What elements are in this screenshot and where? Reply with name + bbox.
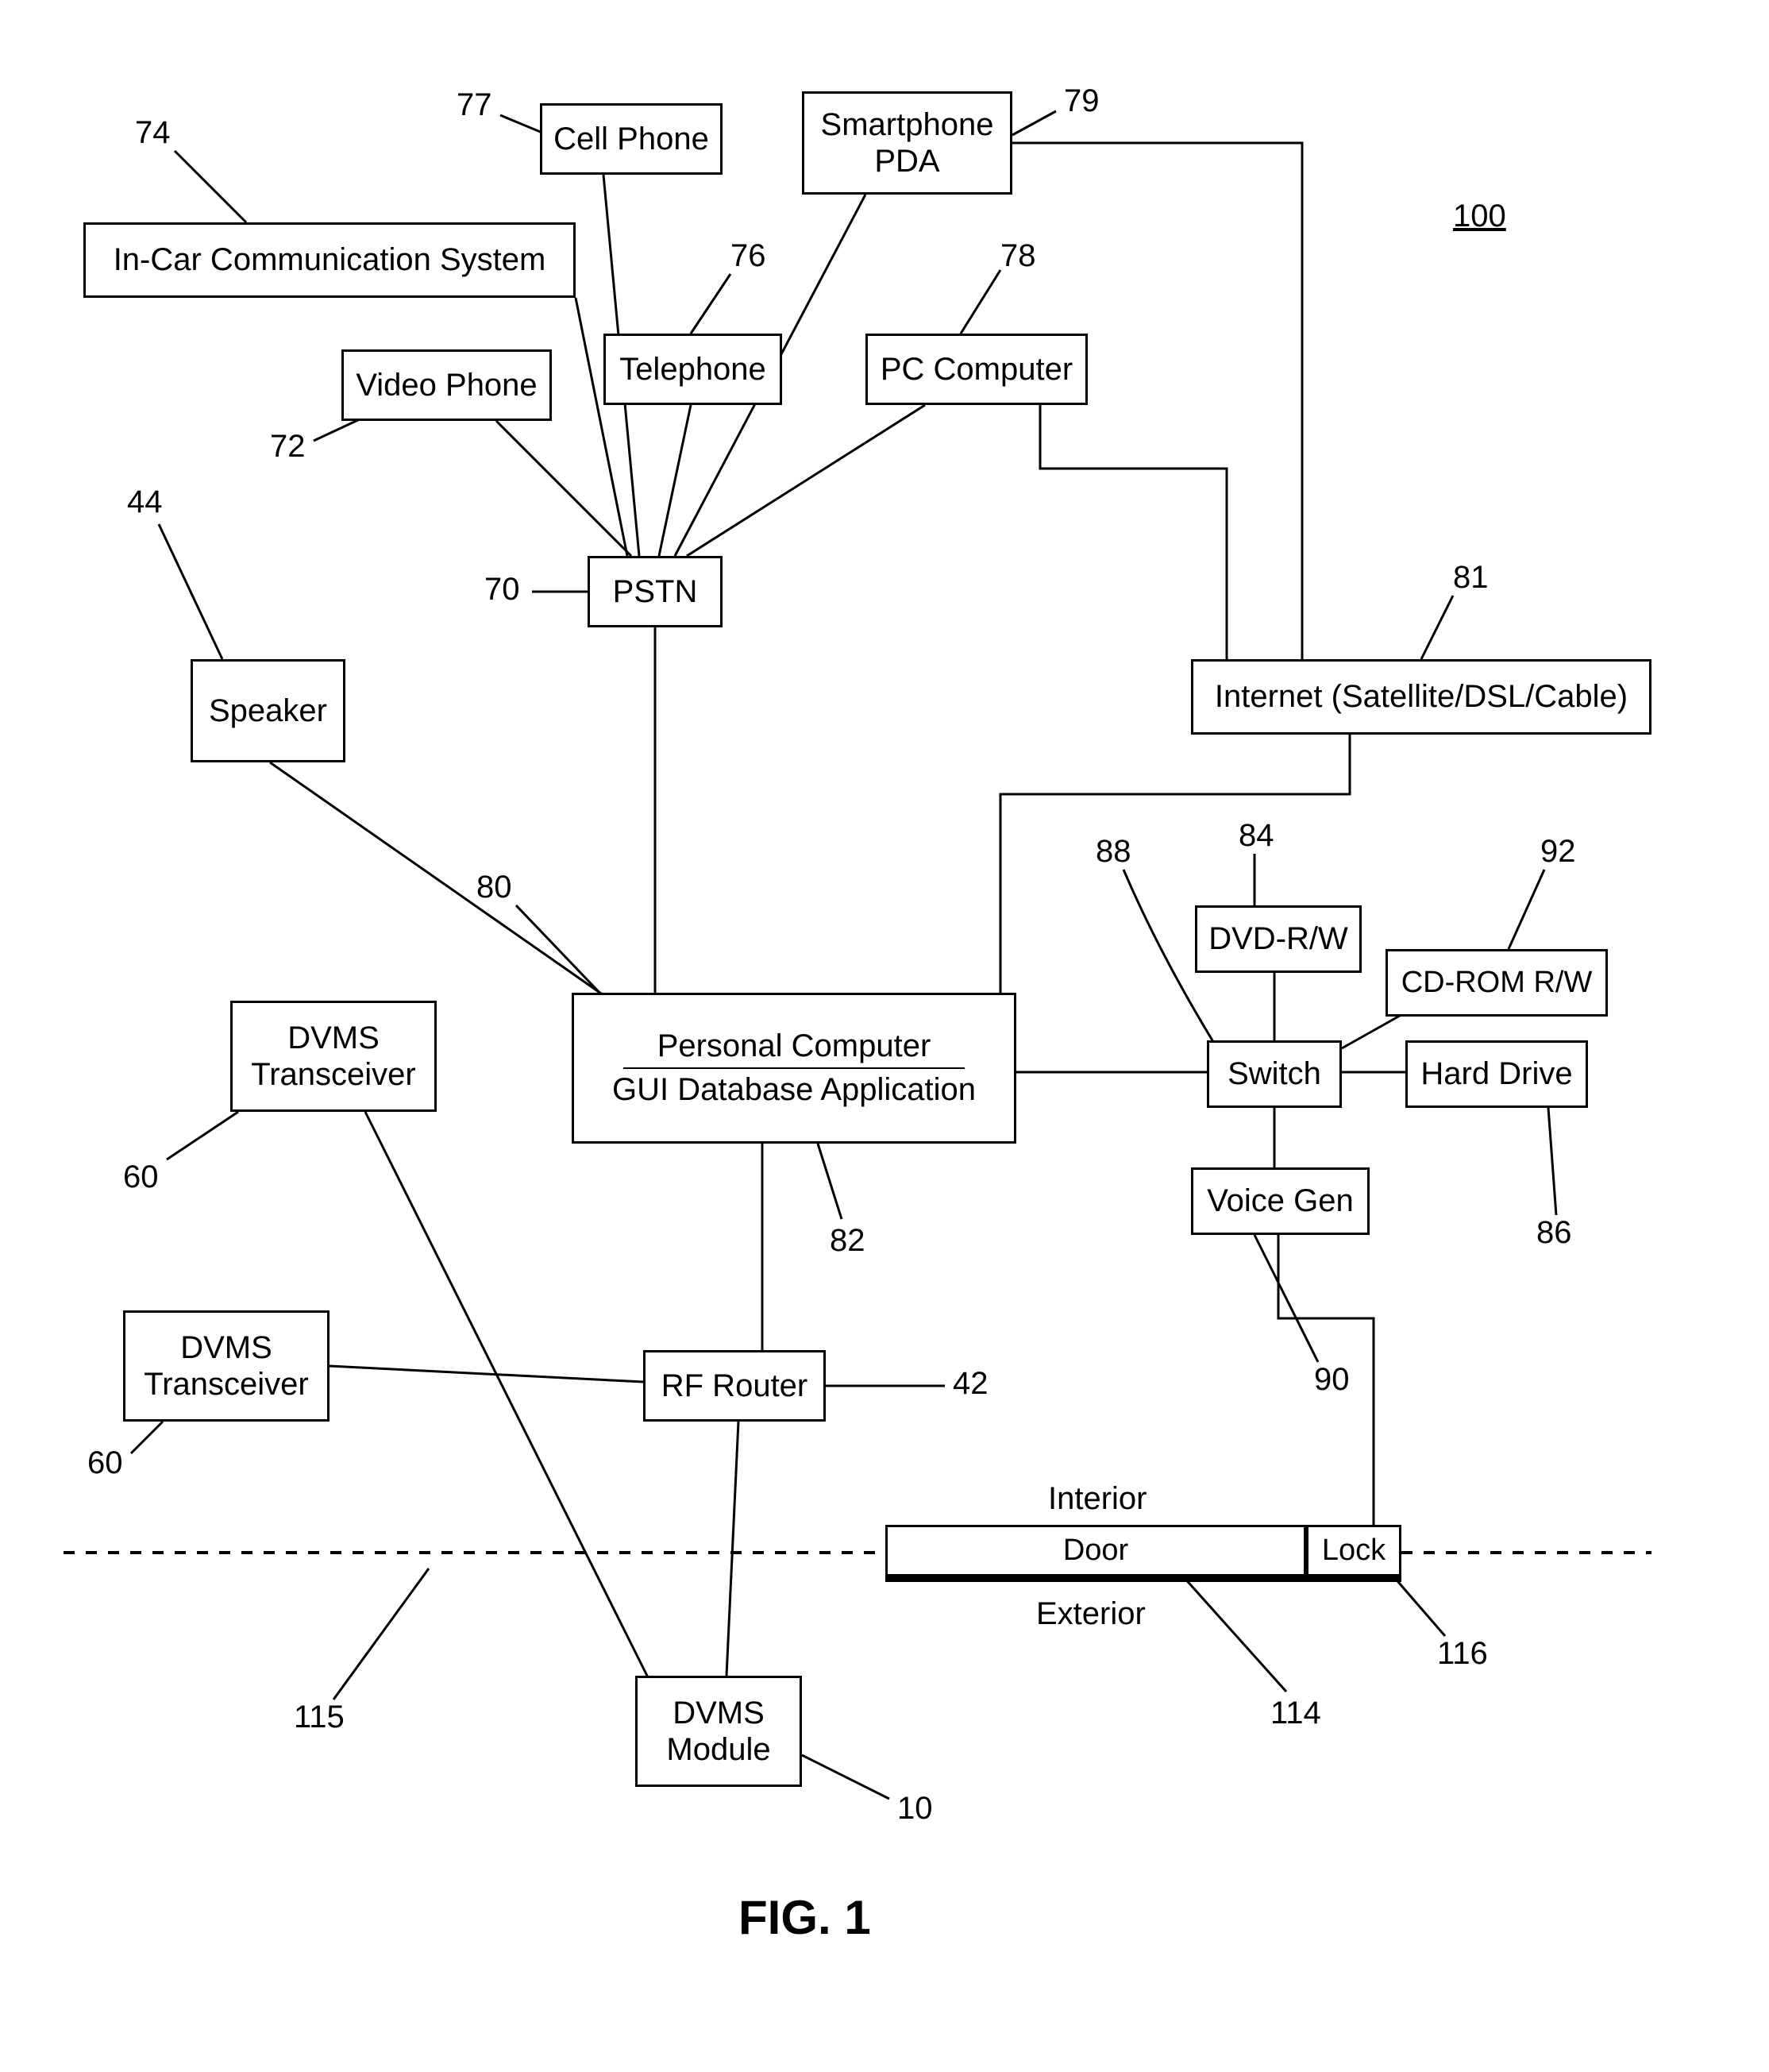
ref-74: 74 — [135, 115, 171, 151]
ref-84: 84 — [1239, 818, 1274, 854]
ref-90: 90 — [1314, 1362, 1350, 1398]
node-dvms-transceiver-1: DVMSTransceiver — [230, 1001, 437, 1112]
node-label: In-Car Communication System — [114, 242, 546, 278]
exterior-label: Exterior — [1036, 1596, 1146, 1632]
node-label: Cell Phone — [553, 122, 709, 157]
node-label: Speaker — [209, 693, 327, 729]
node-label: Hard Drive — [1420, 1056, 1572, 1092]
node-pc-line1: Personal Computer — [657, 1028, 931, 1064]
diagram-canvas: In-Car Communication System Cell Phone S… — [0, 0, 1769, 2072]
node-label: Door — [1063, 1534, 1128, 1568]
node-voicegen: Voice Gen — [1191, 1167, 1370, 1235]
ref-88: 88 — [1096, 834, 1131, 870]
ref-10: 10 — [897, 1791, 933, 1827]
node-label: Voice Gen — [1207, 1183, 1354, 1219]
ref-60b: 60 — [87, 1445, 123, 1481]
node-label: DVMSModule — [666, 1695, 770, 1768]
node-pc-line2: GUI Database Application — [612, 1072, 976, 1108]
node-pstn: PSTN — [588, 556, 723, 627]
ref-100: 100 — [1453, 199, 1506, 234]
node-label: PC Computer — [881, 352, 1073, 388]
ref-77: 77 — [457, 87, 492, 123]
node-rf-router: RF Router — [643, 1350, 826, 1422]
ref-70: 70 — [484, 572, 520, 608]
ref-114: 114 — [1270, 1696, 1321, 1731]
node-switch: Switch — [1207, 1040, 1342, 1108]
ref-81: 81 — [1453, 560, 1489, 596]
node-personal-computer: Personal Computer GUI Database Applicati… — [572, 993, 1016, 1144]
node-telephone: Telephone — [603, 334, 782, 405]
node-label: PSTN — [613, 574, 698, 610]
node-speaker: Speaker — [191, 659, 345, 762]
ref-80: 80 — [476, 870, 512, 905]
node-dvdrw: DVD-R/W — [1195, 905, 1362, 973]
node-dvms-transceiver-2: DVMSTransceiver — [123, 1310, 330, 1422]
interior-label: Interior — [1048, 1481, 1147, 1517]
node-label: CD-ROM R/W — [1401, 966, 1593, 1000]
node-label: SmartphonePDA — [821, 106, 994, 179]
node-door: Door — [885, 1525, 1306, 1576]
node-cellphone: Cell Phone — [540, 103, 723, 175]
node-label: RF Router — [661, 1368, 808, 1404]
ref-72: 72 — [270, 429, 306, 465]
node-harddrive: Hard Drive — [1405, 1040, 1588, 1108]
node-videophone: Video Phone — [341, 349, 552, 421]
node-label: DVD-R/W — [1208, 921, 1348, 957]
node-lock: Lock — [1306, 1525, 1401, 1576]
ref-42: 42 — [953, 1366, 989, 1402]
node-label: Telephone — [619, 352, 766, 388]
ref-44: 44 — [127, 484, 163, 520]
node-label: Lock — [1322, 1534, 1386, 1568]
node-smartphone: SmartphonePDA — [802, 91, 1012, 195]
ref-115: 115 — [294, 1700, 345, 1735]
ref-92: 92 — [1540, 834, 1576, 870]
ref-60a: 60 — [123, 1159, 159, 1195]
ref-82: 82 — [830, 1223, 865, 1259]
node-incar: In-Car Communication System — [83, 222, 576, 298]
node-label: Video Phone — [356, 368, 537, 403]
figure-label: FIG. 1 — [738, 1890, 871, 1945]
ref-76: 76 — [730, 238, 766, 274]
node-label: Switch — [1228, 1056, 1321, 1092]
ref-86: 86 — [1536, 1215, 1572, 1251]
ref-79: 79 — [1064, 83, 1100, 119]
node-label: Internet (Satellite/DSL/Cable) — [1215, 679, 1628, 715]
node-internet: Internet (Satellite/DSL/Cable) — [1191, 659, 1651, 735]
ref-78: 78 — [1000, 238, 1036, 274]
node-label: DVMSTransceiver — [251, 1020, 415, 1093]
ref-116: 116 — [1437, 1636, 1488, 1672]
node-cdrom: CD-ROM R/W — [1386, 949, 1608, 1017]
node-pccomputer: PC Computer — [865, 334, 1088, 405]
node-dvms-module: DVMSModule — [635, 1676, 802, 1787]
node-label: DVMSTransceiver — [144, 1329, 308, 1403]
